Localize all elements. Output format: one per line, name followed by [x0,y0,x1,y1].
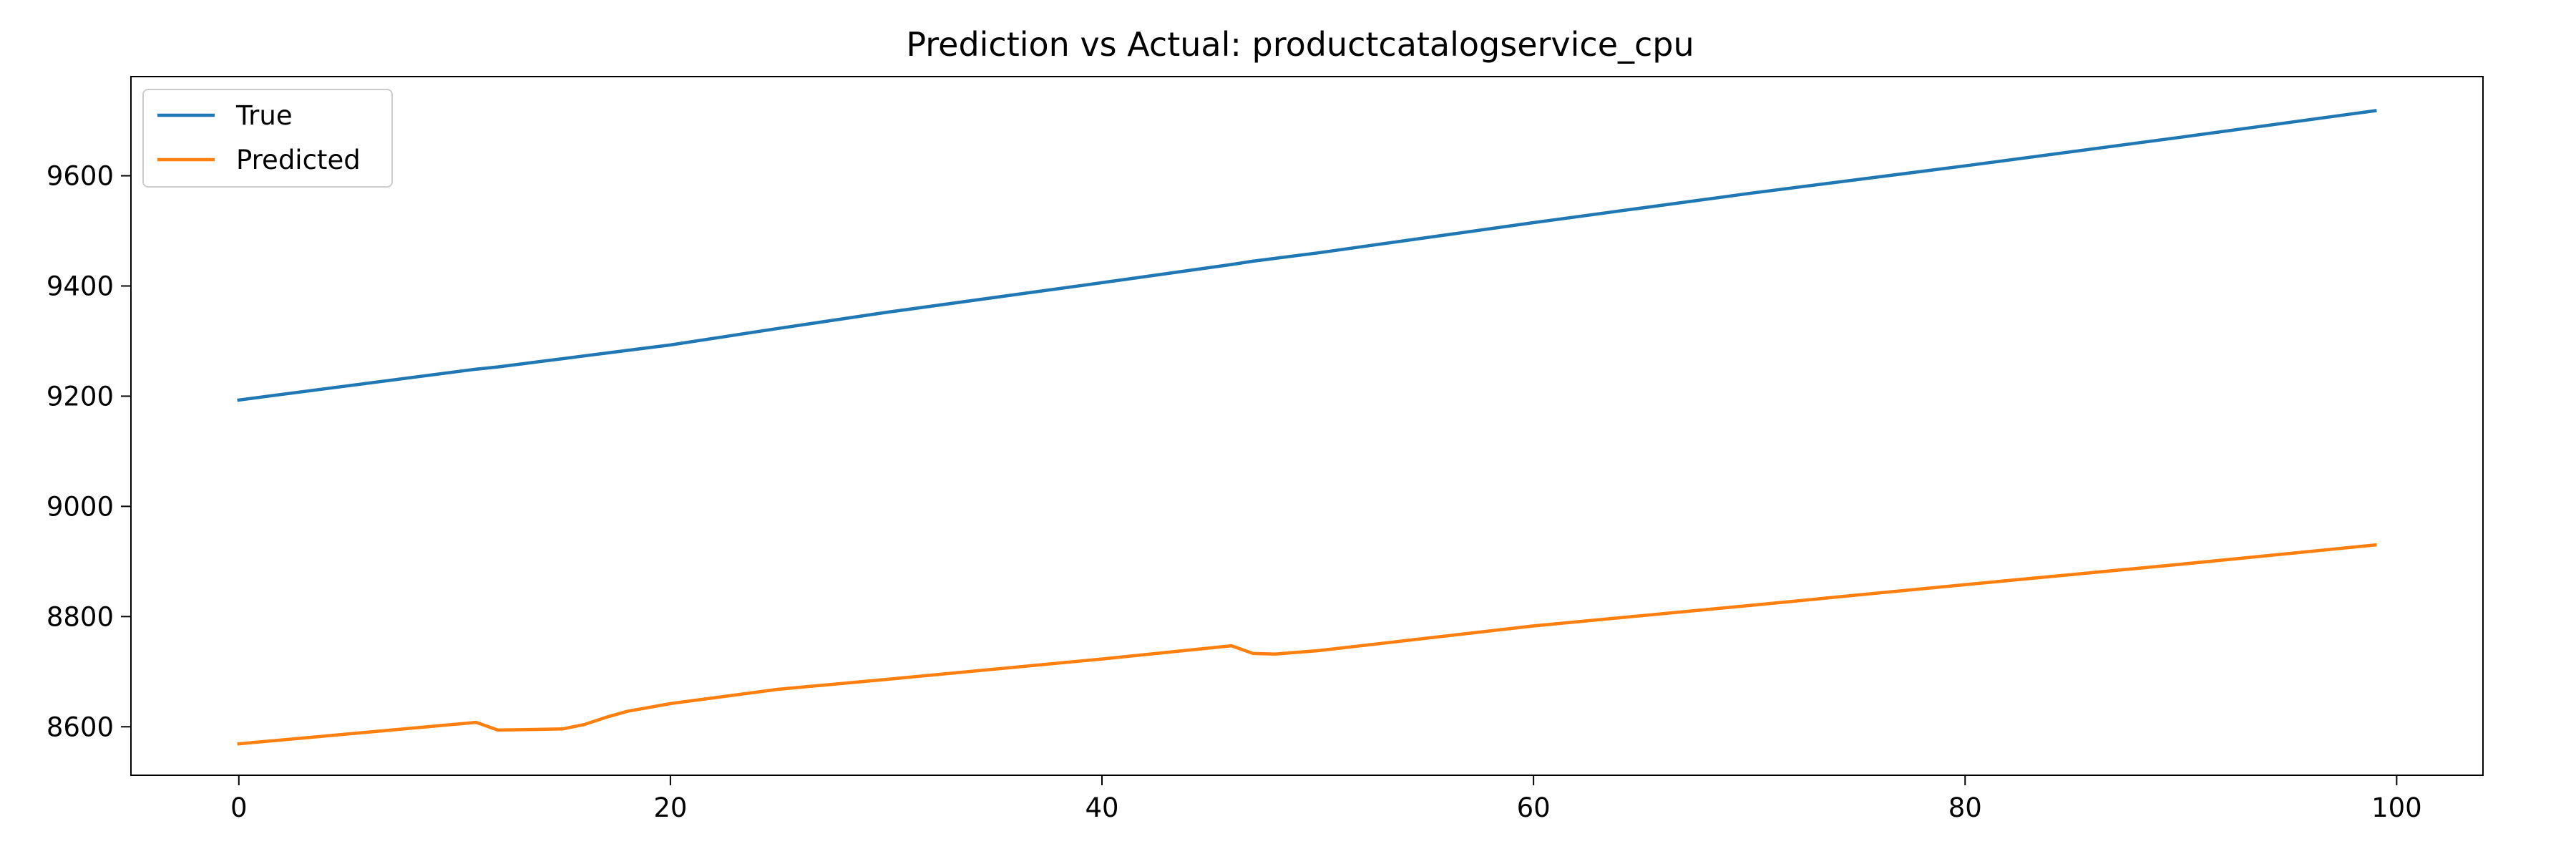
series-line-predicted [237,543,2377,746]
x-tick-label: 80 [1948,792,1982,823]
series-layer [237,109,2377,746]
chart-title: Prediction vs Actual: productcatalogserv… [906,25,1694,64]
y-tick-label: 9600 [47,161,114,192]
x-tick-label: 0 [230,792,248,823]
x-axis: 0 20 40 60 80 100 [230,775,2422,823]
legend: True Predicted [142,89,393,188]
series-line-true [237,109,2377,402]
x-tick-label: 20 [653,792,687,823]
y-tick-label: 8800 [47,601,114,632]
legend-label-true: True [235,100,293,131]
y-tick-label: 8600 [47,712,114,742]
legend-label-predicted: Predicted [236,145,361,175]
y-tick-label: 9000 [47,491,114,522]
y-tick-label: 9200 [47,381,114,412]
y-axis: 8600 8800 9000 9200 9400 9600 [47,161,131,742]
y-tick-label: 9400 [47,271,114,301]
x-tick-label: 40 [1085,792,1118,823]
x-tick-label: 100 [2371,792,2422,823]
x-tick-label: 60 [1517,792,1551,823]
plot-area-frame [130,76,2484,776]
